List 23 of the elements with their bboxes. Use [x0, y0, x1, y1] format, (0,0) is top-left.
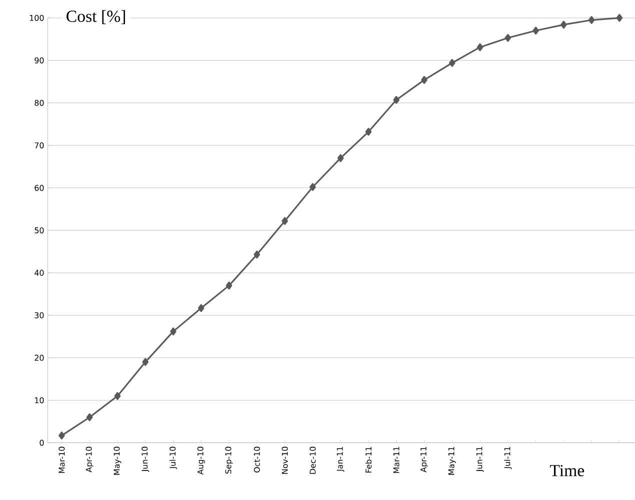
point	[616, 14, 623, 22]
point	[86, 413, 93, 421]
point	[476, 43, 484, 51]
y-axis-title: Cost [%]	[66, 10, 126, 24]
point	[393, 96, 400, 104]
point	[365, 128, 372, 136]
point	[58, 431, 65, 440]
point	[226, 281, 232, 290]
point	[142, 358, 149, 366]
point	[337, 154, 344, 162]
point	[114, 392, 121, 400]
point	[310, 182, 316, 191]
point	[282, 216, 288, 225]
point	[198, 304, 204, 312]
x-axis-title: Time	[550, 464, 584, 476]
point	[588, 16, 595, 24]
point	[532, 26, 539, 34]
point	[421, 76, 428, 84]
point	[560, 20, 567, 28]
point	[448, 58, 456, 67]
point	[504, 34, 512, 42]
point	[254, 250, 260, 258]
point	[170, 327, 176, 336]
